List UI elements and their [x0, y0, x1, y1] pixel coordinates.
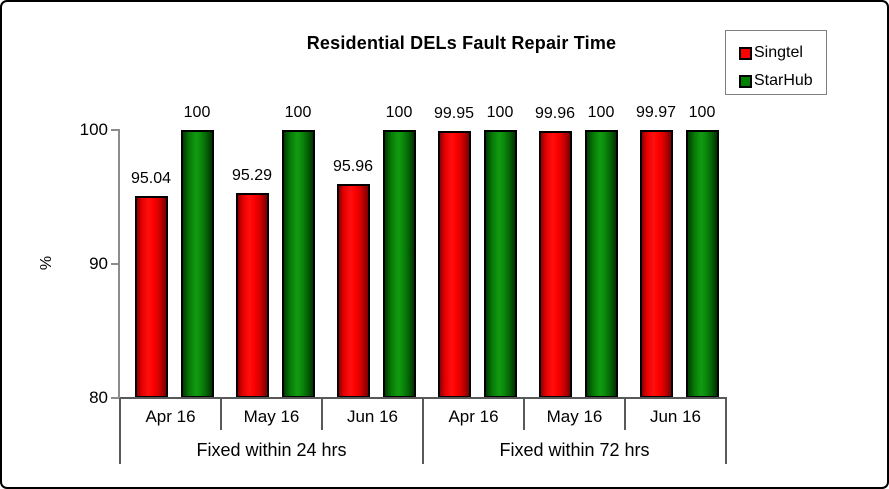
legend-label-singtel: Singtel: [754, 44, 803, 61]
bar-starhub-3: [382, 130, 416, 398]
data-label-singtel-4: 99.95: [433, 104, 475, 122]
x-category-label: Apr 16: [448, 407, 499, 426]
bar-singtel-1: [134, 196, 168, 398]
bar-starhub-2: [281, 130, 315, 398]
bar-singtel-4: [437, 130, 471, 398]
chart-title: Residential DELs Fault Repair Time: [306, 33, 617, 53]
data-label-singtel-5: 99.96: [534, 104, 576, 122]
data-label-singtel-2: 95.29: [231, 167, 273, 185]
data-label-singtel-1: 95.04: [130, 170, 172, 188]
y-tick-label: 100: [79, 120, 108, 139]
x-category-label: May 16: [243, 407, 300, 426]
data-label-singtel-3: 95.96: [332, 158, 374, 176]
x-category-label: Jun 16: [346, 407, 399, 426]
x-group-label: Fixed within 24 hrs: [196, 440, 347, 460]
y-axis-tick: [111, 129, 120, 131]
category-separator-line: [523, 398, 525, 430]
bar-starhub-5: [584, 130, 618, 398]
y-tick-label: 80: [89, 388, 108, 407]
legend-item-singtel: Singtel: [739, 44, 803, 62]
x-category-label: Apr 16: [145, 407, 196, 426]
data-label-starhub-2: 100: [284, 104, 312, 121]
bar-singtel-3: [336, 184, 370, 398]
category-separator-line: [624, 398, 626, 430]
bar-singtel-6: [639, 130, 673, 398]
x-category-label: Jun 16: [649, 407, 702, 426]
legend: Singtel StarHub: [725, 30, 827, 95]
bar-starhub-4: [483, 130, 517, 398]
legend-item-starhub: StarHub: [739, 72, 813, 90]
data-label-starhub-3: 100: [385, 104, 413, 121]
group-boundary-line: [119, 398, 121, 464]
legend-label-starhub: StarHub: [754, 72, 813, 89]
data-label-starhub-1: 100: [183, 104, 211, 121]
bar-singtel-5: [538, 130, 572, 398]
singtel-swatch-icon: [739, 46, 752, 60]
bar-starhub-6: [685, 130, 719, 398]
data-label-starhub-5: 100: [587, 104, 615, 121]
y-axis-tick: [111, 263, 120, 265]
data-label-starhub-6: 100: [688, 104, 716, 121]
bar-starhub-1: [180, 130, 214, 398]
y-tick-label: 90: [89, 254, 108, 273]
data-label-starhub-4: 100: [486, 104, 514, 121]
data-label-singtel-6: 99.97: [635, 104, 677, 122]
group-boundary-line: [725, 398, 727, 464]
category-separator-line: [321, 398, 323, 430]
category-separator-line: [220, 398, 222, 430]
starhub-swatch-icon: [739, 74, 752, 88]
y-axis-title: %: [38, 255, 56, 271]
y-axis-tick: [111, 397, 120, 399]
x-category-label: May 16: [546, 407, 603, 426]
bar-singtel-2: [235, 193, 269, 398]
group-boundary-line: [422, 398, 424, 464]
x-group-label: Fixed within 72 hrs: [499, 440, 650, 460]
